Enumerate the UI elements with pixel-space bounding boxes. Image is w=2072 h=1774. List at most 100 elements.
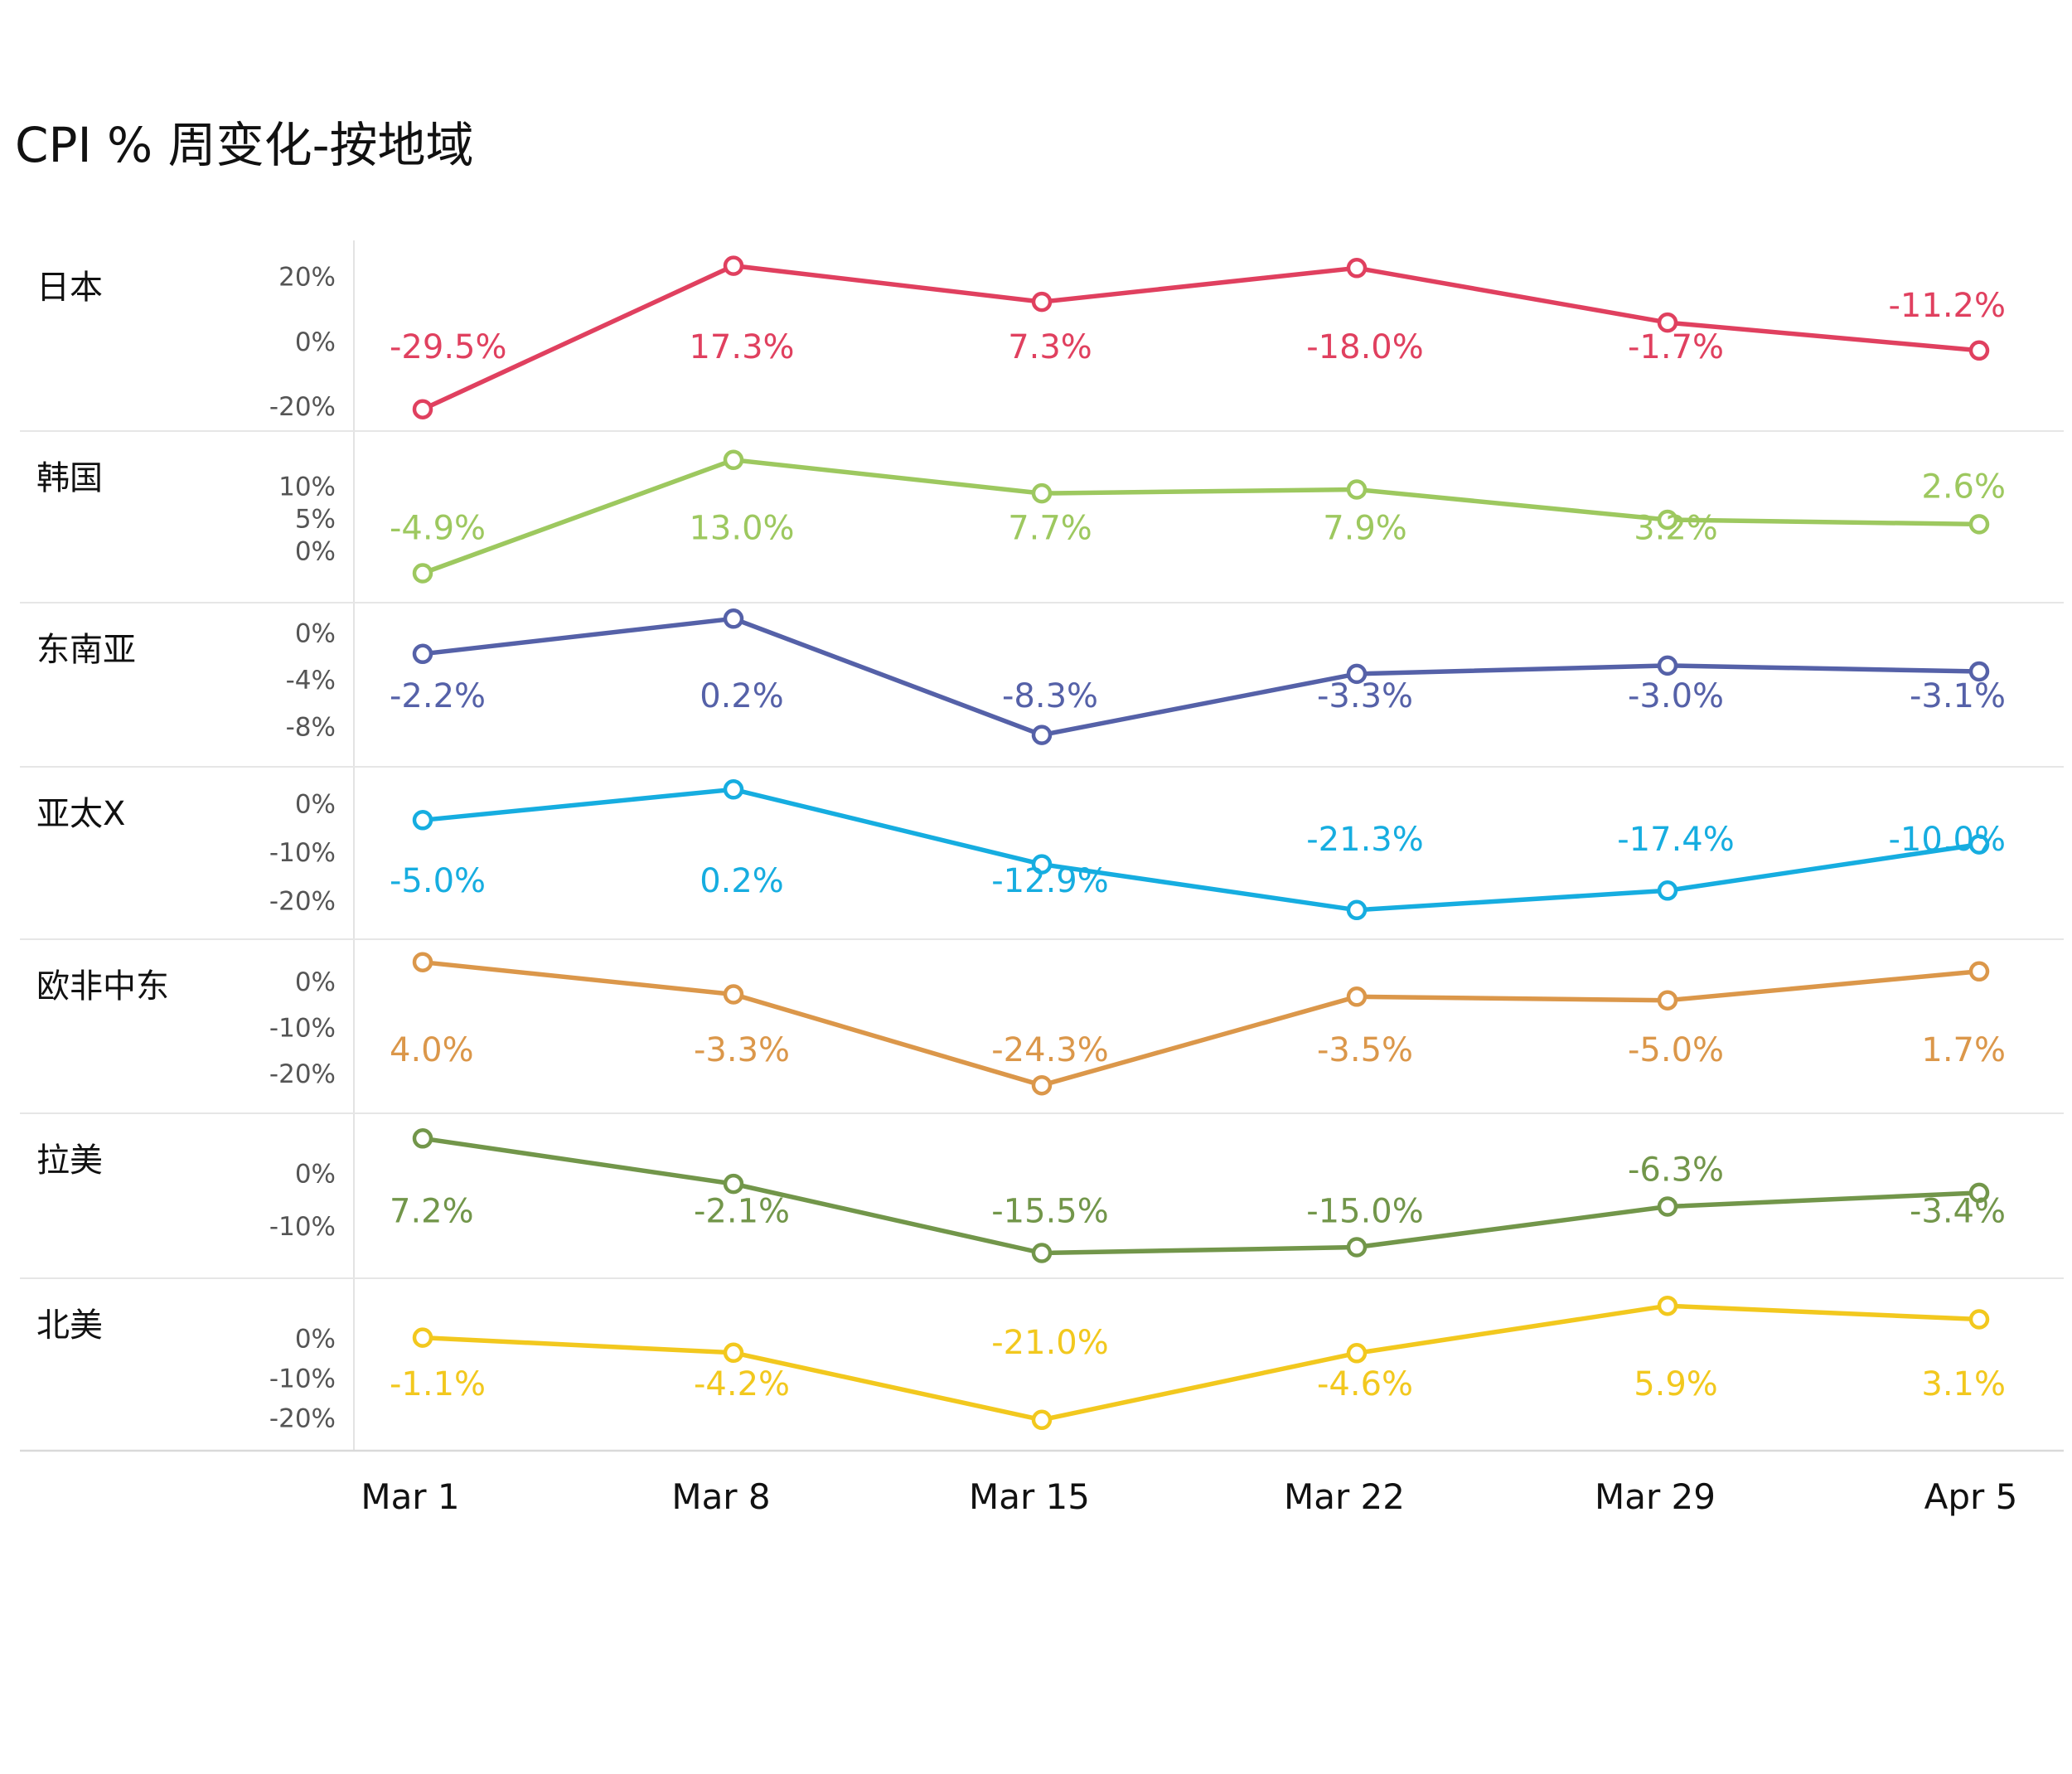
data-label: -3.4%	[1910, 1193, 2006, 1231]
data-point	[1346, 479, 1368, 500]
data-label: 7.3%	[1008, 328, 1092, 366]
data-point	[412, 563, 433, 584]
data-label: -3.1%	[1910, 677, 2006, 715]
series-line	[420, 616, 1982, 738]
data-label: 13.0%	[689, 510, 794, 548]
data-point	[1968, 340, 1990, 361]
data-label: -4.2%	[694, 1365, 790, 1403]
data-point	[1346, 663, 1368, 685]
x-tick-label: Mar 15	[969, 1476, 1090, 1517]
data-label: -4.9%	[390, 510, 486, 548]
series-line	[420, 263, 1982, 412]
data-label: 0.2%	[700, 677, 784, 715]
data-point	[412, 1128, 433, 1149]
data-label: -6.3%	[1628, 1151, 1724, 1190]
y-tick-label: -10%	[269, 838, 336, 868]
data-point	[1031, 725, 1053, 745]
data-point	[1346, 1237, 1368, 1258]
data-point	[723, 608, 744, 629]
data-point	[1968, 514, 1990, 535]
data-point	[1031, 1074, 1053, 1096]
data-point	[1657, 880, 1678, 901]
data-point	[1031, 482, 1053, 504]
data-point	[1346, 899, 1368, 921]
data-point	[1657, 509, 1678, 531]
y-tick-label: -4%	[286, 666, 336, 696]
data-point	[723, 984, 744, 1005]
data-label: -15.0%	[1306, 1193, 1424, 1231]
data-point	[1968, 1182, 1990, 1204]
series-line	[420, 787, 1982, 913]
panel-label: 欧非中东	[36, 967, 169, 1006]
y-tick-label: -20%	[269, 1059, 336, 1089]
y-tick-label: 0%	[295, 536, 336, 566]
y-tick-label: 0%	[295, 1325, 336, 1355]
y-tick-label: -10%	[269, 1212, 336, 1242]
y-tick-label: 20%	[278, 263, 336, 293]
y-tick-label: -20%	[269, 887, 336, 917]
data-label: 17.3%	[689, 328, 794, 366]
y-tick-label: -20%	[269, 1403, 336, 1433]
data-label: 4.0%	[390, 1031, 474, 1069]
data-label: -1.1%	[390, 1365, 486, 1403]
data-point	[412, 1327, 433, 1348]
x-tick-label: Mar 22	[1284, 1476, 1405, 1517]
y-tick-label: 0%	[295, 327, 336, 357]
panel-label: 日本	[36, 269, 103, 307]
data-point	[1031, 291, 1053, 313]
data-point	[1968, 961, 1990, 982]
data-label: -12.9%	[991, 862, 1109, 900]
data-point	[1031, 854, 1053, 875]
data-label: -5.0%	[1628, 1031, 1724, 1069]
data-point	[412, 952, 433, 972]
data-label: 7.7%	[1008, 510, 1092, 548]
data-label: 2.6%	[1921, 468, 2006, 507]
data-label: 5.9%	[1634, 1365, 1718, 1403]
data-label: -3.3%	[1317, 677, 1413, 715]
chart-title: CPI % 周变化-按地域	[15, 117, 474, 173]
data-label: -17.4%	[1617, 821, 1735, 859]
panel-label: 东南亚	[36, 631, 136, 669]
data-label: 3.1%	[1921, 1365, 2006, 1403]
data-label: -24.3%	[991, 1031, 1109, 1069]
data-point	[1968, 661, 1990, 682]
data-label: -10.0%	[1888, 821, 2006, 859]
data-label: 0.2%	[700, 862, 784, 900]
data-point	[723, 779, 744, 800]
panel-label: 北美	[36, 1306, 103, 1345]
data-point	[1346, 258, 1368, 279]
data-point	[723, 255, 744, 276]
y-tick-label: -10%	[269, 1364, 336, 1394]
data-point	[1346, 1343, 1368, 1364]
data-label: 3.2%	[1634, 510, 1718, 548]
panel-label: 韩国	[36, 459, 103, 497]
y-tick-label: -8%	[286, 713, 336, 743]
data-label: -2.1%	[694, 1193, 790, 1231]
x-tick-label: Apr 5	[1924, 1476, 2018, 1517]
panel-label: 拉美	[36, 1141, 103, 1180]
data-label: -4.6%	[1317, 1365, 1413, 1403]
data-label: -29.5%	[390, 328, 507, 366]
data-label: -2.2%	[390, 677, 486, 715]
data-label: 7.2%	[390, 1193, 474, 1231]
series-line	[420, 458, 1982, 576]
series-line	[420, 959, 1982, 1088]
data-label: -5.0%	[390, 862, 486, 900]
y-tick-label: 10%	[278, 473, 336, 502]
series-line	[420, 1136, 1982, 1256]
data-point	[1657, 312, 1678, 333]
y-tick-label: 0%	[295, 967, 336, 997]
x-tick-label: Mar 29	[1595, 1476, 1716, 1517]
data-label: -3.3%	[694, 1031, 790, 1069]
data-label: -3.0%	[1628, 677, 1724, 715]
data-label: -21.3%	[1306, 821, 1424, 859]
data-label: -18.0%	[1306, 328, 1424, 366]
data-label: 1.7%	[1921, 1031, 2006, 1069]
data-point	[1657, 1196, 1678, 1217]
y-tick-label: -10%	[269, 1013, 336, 1043]
data-point	[1657, 990, 1678, 1011]
data-point	[1657, 1295, 1678, 1316]
data-point	[1346, 986, 1368, 1007]
data-point	[723, 449, 744, 471]
